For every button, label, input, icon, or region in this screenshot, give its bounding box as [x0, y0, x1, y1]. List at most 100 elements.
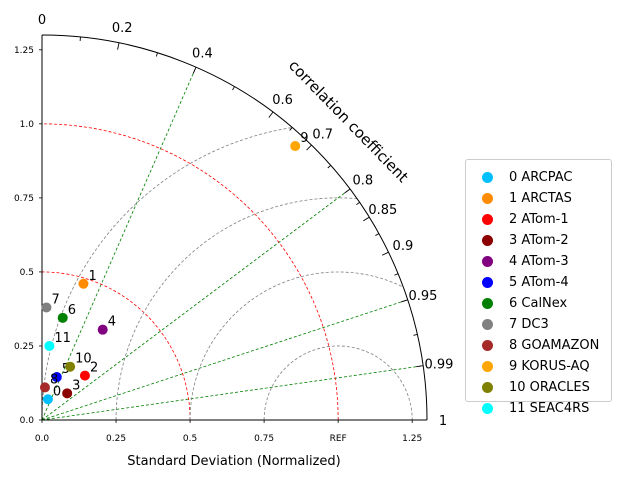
x-tick-label: 0.5 [183, 434, 197, 444]
correlation-tick-label: 0.99 [425, 357, 454, 372]
y-tick-label: 0.0 [20, 416, 35, 426]
y-tick-label: 1.25 [14, 46, 34, 56]
rms-contour [263, 345, 413, 420]
legend-item: 8 GOAMAZON [476, 335, 599, 356]
data-point [44, 340, 55, 351]
legend-label: 3 ATom-2 [509, 233, 569, 248]
legend-marker [482, 403, 493, 414]
data-point [57, 312, 68, 323]
legend: 0 ARCPAC 1 ARCTAS 2 ATom-1 3 ATom-2 4 ATom-3… [465, 159, 612, 416]
legend-item: 9 KORUS-AQ [476, 356, 590, 377]
std-contour [41, 123, 339, 421]
correlation-minor-tick [375, 233, 380, 236]
legend-label: 6 CalNex [509, 296, 568, 311]
legend-label: 10 ORACLES [509, 380, 590, 395]
correlation-tick-label: 0.6 [272, 93, 293, 108]
correlation-major-tick [306, 144, 312, 151]
correlation-line [41, 66, 197, 421]
correlation-tick-label: 0.2 [112, 21, 133, 36]
x-tick-label: 0.25 [106, 434, 126, 444]
correlation-tick-label: 0.8 [352, 173, 373, 188]
legend-item: 6 CalNex [476, 293, 567, 314]
legend-marker [482, 193, 493, 204]
legend-marker [482, 214, 493, 225]
correlation-minor-tick [232, 86, 235, 91]
legend-marker [482, 361, 493, 372]
y-tick-label: 0.25 [14, 342, 34, 352]
data-point-label: 3 [72, 378, 80, 393]
data-point-label: 7 [51, 292, 59, 307]
correlation-minor-tick [155, 52, 158, 57]
correlation-major-tick [344, 188, 351, 194]
legend-marker [482, 235, 493, 246]
data-point [97, 324, 108, 335]
x-tick-label: 1.25 [402, 434, 422, 444]
axes-layer: 0.0 0.25 0.5 0.75 REF 1.250.00.250.50.751.01.… [14, 13, 454, 444]
correlation-major-tick [400, 299, 408, 303]
correlation-tick-label: 0.4 [192, 46, 213, 61]
legend-item: 4 ATom-3 [476, 251, 569, 272]
data-point [42, 394, 53, 405]
legend-marker [482, 298, 493, 309]
correlation-minor-tick [327, 165, 332, 169]
correlation-major-tick [268, 111, 274, 118]
correlation-major-tick [363, 216, 370, 222]
y-tick-label: 0.75 [14, 194, 34, 204]
correlation-tick-label: 0.7 [312, 128, 333, 143]
correlation-tick-label: 0 [38, 13, 46, 28]
data-point-label: 10 [75, 352, 92, 367]
legend-item: 10 ORACLES [476, 377, 590, 398]
std-contour [41, 271, 191, 421]
legend-label: 7 DC3 [509, 317, 549, 332]
legend-label: 9 KORUS-AQ [509, 359, 590, 374]
legend-label: 5 ATom-4 [509, 275, 569, 290]
data-point-label: 8 [50, 372, 58, 387]
data-point [51, 372, 62, 383]
x-tick-label: REF [330, 434, 347, 444]
data-point [78, 278, 89, 289]
legend-marker [482, 256, 493, 267]
data-point-label: 5 [62, 362, 70, 377]
data-point-label: 0 [53, 384, 61, 399]
legend-item: 1 ARCTAS [476, 188, 572, 209]
data-point [39, 382, 50, 393]
legend-marker [482, 172, 493, 183]
x-tick-label: 0.75 [254, 434, 274, 444]
legend-label: 0 ARCPAC [509, 170, 573, 185]
rms-contour [42, 123, 427, 420]
legend-item: 11 SEAC4RS [476, 398, 589, 419]
legend-label: 1 ARCTAS [509, 191, 572, 206]
correlation-tick-label: 0.85 [368, 203, 397, 218]
rms-contour [189, 271, 427, 420]
data-point-label: 6 [68, 303, 76, 318]
legend-marker [482, 319, 493, 330]
legend-item: 5 ATom-4 [476, 272, 569, 293]
grid-layer [41, 66, 427, 421]
data-point [41, 302, 52, 313]
data-point [62, 388, 73, 399]
correlation-minor-tick [413, 334, 418, 336]
legend-marker [482, 340, 493, 351]
x-tick-label: 0.0 [35, 434, 50, 444]
correlation-tick-label: 1 [439, 414, 447, 429]
legend-label: 4 ATom-3 [509, 254, 569, 269]
data-point-label: 2 [90, 361, 98, 376]
correlation-major-tick [117, 42, 120, 50]
correlation-major-tick [416, 365, 424, 368]
legend-item: 0 ARCPAC [476, 167, 573, 188]
legend-label: 2 ATom-1 [509, 212, 569, 227]
data-point [79, 370, 90, 381]
correlation-minor-tick [394, 273, 399, 276]
correlation-major-tick [192, 66, 197, 74]
outer-arc [41, 34, 428, 421]
y-tick-label: 1.0 [20, 120, 35, 130]
correlation-minor-tick [356, 202, 360, 206]
legend-label: 11 SEAC4RS [509, 401, 590, 416]
correlation-major-tick [382, 251, 389, 256]
data-point-label: 1 [88, 269, 96, 284]
data-point-label: 9 [300, 131, 308, 146]
correlation-line [41, 365, 424, 421]
correlation-line [41, 299, 408, 421]
legend-marker [482, 382, 493, 393]
